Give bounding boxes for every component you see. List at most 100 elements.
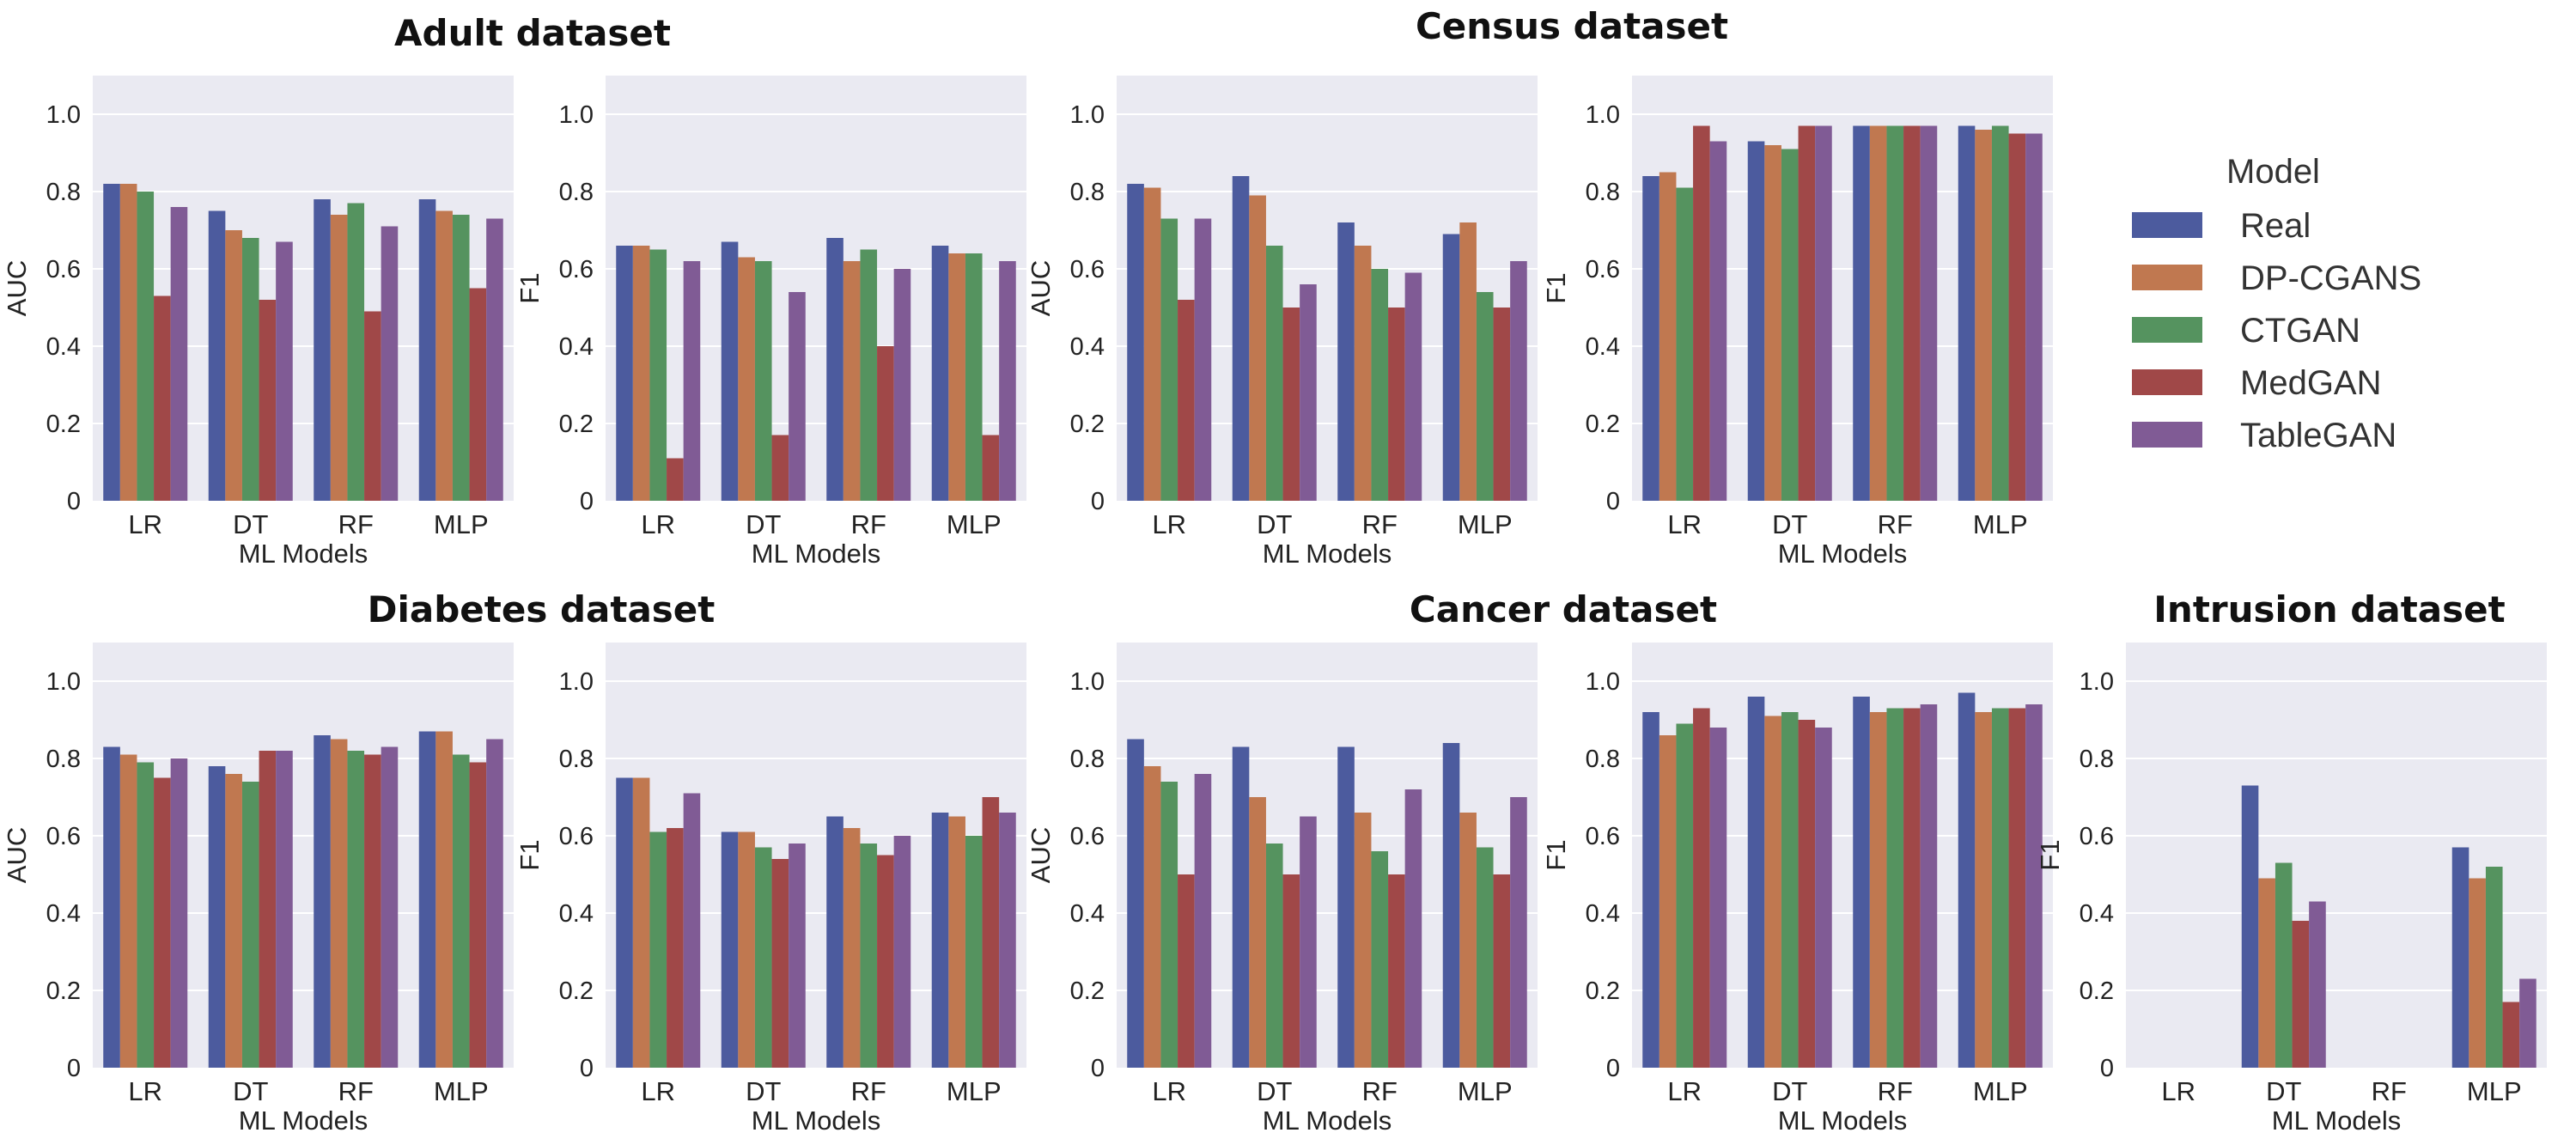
bar-dp-cgans-rf (1869, 125, 1887, 501)
y-tick-label: 0.6 (46, 256, 81, 283)
y-tick-label: 1.0 (1586, 668, 1620, 696)
bar-dp-cgans-dt (225, 230, 242, 501)
bar-tablegan-dt (1815, 728, 1832, 1068)
bar-medgan-mlp (469, 762, 487, 1068)
bar-ctgan-rf (860, 249, 878, 501)
y-tick-label: 0.4 (1070, 900, 1105, 928)
bar-dp-cgans-dt (1764, 716, 1781, 1068)
x-tick-label: DT (233, 1076, 268, 1106)
y-tick-label: 0.8 (46, 179, 81, 206)
x-tick-label: LR (2161, 1076, 2195, 1106)
y-axis-label: F1 (2035, 839, 2065, 870)
y-tick-label: 0.4 (559, 333, 594, 361)
bar-ctgan-dt (1265, 844, 1283, 1068)
bar-ctgan-mlp (965, 836, 983, 1068)
y-tick-label: 0.6 (2080, 823, 2114, 850)
chart-panel-census-auc: 0 0.2 0.4 0.6 0.8 1.0 AUC LR DT RF MLP ML Models (1026, 76, 1538, 569)
bar-dp-cgans-dt (2258, 878, 2275, 1068)
chart-panel-adult-auc: 0 0.2 0.4 0.6 0.8 1.0 AUC LR DT RF MLP ML Models (2, 76, 514, 569)
y-tick-label: 0.8 (1070, 746, 1105, 773)
bar-dp-cgans-mlp (435, 210, 453, 501)
y-tick-label: 0.8 (46, 746, 81, 773)
bar-medgan-lr (667, 458, 684, 501)
bar-medgan-mlp (1493, 308, 1511, 501)
x-tick-label: DT (1772, 509, 1807, 539)
bar-tablegan-mlp (1510, 261, 1527, 501)
x-tick-label: LR (1667, 1076, 1702, 1106)
bar-medgan-lr (1693, 125, 1710, 501)
y-tick-label: 0.2 (46, 978, 81, 1005)
bar-medgan-rf (364, 754, 381, 1068)
bar-tablegan-lr (1194, 774, 1212, 1068)
bar-medgan-lr (1178, 874, 1195, 1068)
legend-title: Model (2226, 153, 2320, 191)
y-tick-label: 0.4 (559, 900, 594, 928)
bar-ctgan-lr (649, 831, 667, 1068)
bar-medgan-dt (259, 751, 277, 1068)
bar-medgan-dt (771, 859, 789, 1068)
bar-tablegan-rf (381, 226, 399, 501)
x-tick-label: DT (746, 509, 781, 539)
bar-dp-cgans-rf (843, 828, 861, 1068)
y-axis-label: F1 (515, 272, 545, 303)
bar-tablegan-lr (1194, 218, 1212, 501)
bar-dp-cgans-mlp (1459, 222, 1477, 501)
x-tick-label: DT (1257, 509, 1292, 539)
bar-ctgan-dt (241, 238, 259, 501)
bar-ctgan-dt (2275, 862, 2293, 1068)
y-tick-label: 1.0 (559, 668, 594, 696)
legend-swatch-medgan (2132, 369, 2202, 395)
bar-real-dt (1232, 746, 1250, 1068)
bar-medgan-dt (1282, 308, 1300, 501)
title-adult: Adult dataset (394, 12, 671, 54)
y-tick-label: 0.2 (1070, 411, 1105, 438)
bar-ctgan-lr (137, 762, 155, 1068)
y-tick-label: 0 (1091, 488, 1105, 515)
y-tick-label: 0.6 (559, 256, 594, 283)
bar-tablegan-dt (789, 844, 806, 1068)
y-tick-label: 0.4 (46, 333, 81, 361)
bar-tablegan-lr (683, 261, 701, 501)
y-tick-label: 0.6 (1586, 256, 1620, 283)
bar-ctgan-lr (1676, 187, 1694, 501)
bar-ctgan-mlp (452, 754, 470, 1068)
x-axis-label: ML Models (1263, 539, 1392, 569)
chart-panel-cancer-auc: 0 0.2 0.4 0.6 0.8 1.0 AUC LR DT RF MLP ML Models (1026, 643, 1538, 1136)
legend-swatch-dp-cgans (2132, 265, 2202, 290)
bar-ctgan-mlp (452, 215, 470, 501)
x-tick-label: MLP (1973, 509, 2028, 539)
y-tick-label: 0 (580, 488, 594, 515)
bar-medgan-lr (154, 295, 171, 501)
x-tick-label: DT (2266, 1076, 2301, 1106)
y-tick-label: 1.0 (46, 101, 81, 129)
bar-dp-cgans-mlp (1975, 130, 1992, 501)
legend-label-real: Real (2240, 207, 2311, 245)
bar-real-dt (208, 210, 226, 501)
bar-tablegan-dt (276, 241, 293, 501)
x-tick-label: RF (338, 1076, 374, 1106)
bar-tablegan-dt (276, 751, 293, 1068)
y-tick-label: 0.4 (1070, 333, 1105, 361)
bar-tablegan-rf (893, 269, 911, 501)
bar-medgan-mlp (469, 288, 487, 501)
bar-real-dt (1747, 697, 1765, 1068)
bar-ctgan-dt (1265, 246, 1283, 501)
y-tick-label: 0.4 (1586, 333, 1620, 361)
x-axis-label: ML Models (2272, 1105, 2401, 1136)
bar-real-rf (1853, 125, 1870, 501)
bar-dp-cgans-mlp (1975, 712, 1992, 1068)
bar-medgan-dt (771, 435, 789, 501)
y-tick-label: 1.0 (46, 668, 81, 696)
chart-panel-intrusion-f1: 0 0.2 0.4 0.6 0.8 1.0 F1 LR DT RF MLP ML Models (2035, 643, 2547, 1136)
bar-tablegan-dt (789, 292, 806, 501)
y-tick-label: 0.6 (1586, 823, 1620, 850)
bar-tablegan-mlp (2025, 133, 2043, 501)
chart-panel-census-f1: 0 0.2 0.4 0.6 0.8 1.0 F1 LR DT RF MLP ML Models (1541, 76, 2053, 569)
x-tick-label: RF (1362, 1076, 1398, 1106)
bar-ctgan-lr (649, 249, 667, 501)
bar-real-mlp (1442, 743, 1460, 1068)
bar-tablegan-mlp (2519, 978, 2536, 1068)
bar-ctgan-rf (1371, 851, 1389, 1068)
y-tick-label: 0 (67, 1055, 81, 1082)
bar-ctgan-mlp (1991, 125, 2009, 501)
